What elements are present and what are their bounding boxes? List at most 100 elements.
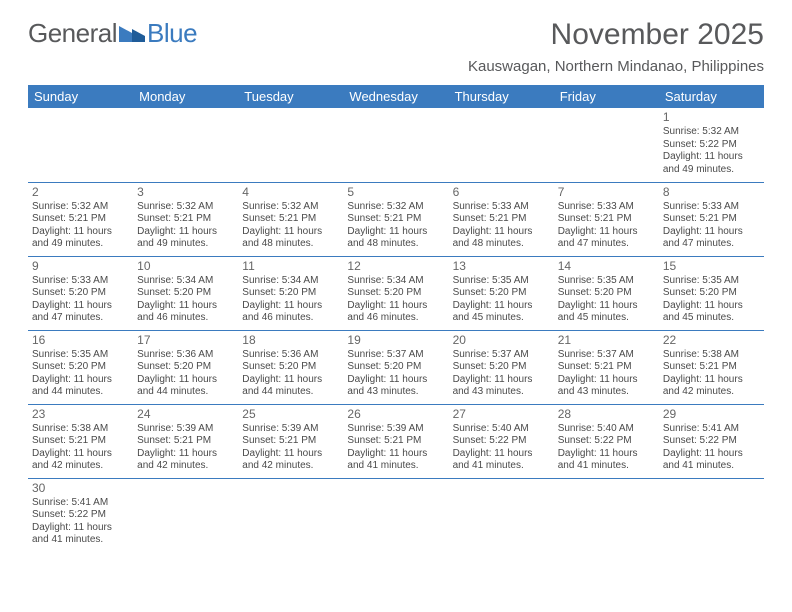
daylight-line: Daylight: 11 hours and 41 minutes.	[663, 448, 760, 473]
day-info: Sunrise: 5:34 AMSunset: 5:20 PMDaylight:…	[347, 275, 444, 325]
day-info: Sunrise: 5:37 AMSunset: 5:20 PMDaylight:…	[453, 349, 550, 399]
sunrise-line: Sunrise: 5:32 AM	[32, 201, 129, 214]
sunset-line: Sunset: 5:20 PM	[242, 361, 339, 374]
daylight-line: Daylight: 11 hours and 47 minutes.	[558, 226, 655, 251]
sunset-line: Sunset: 5:21 PM	[242, 435, 339, 448]
calendar-cell: 11Sunrise: 5:34 AMSunset: 5:20 PMDayligh…	[238, 256, 343, 330]
sunrise-line: Sunrise: 5:35 AM	[558, 275, 655, 288]
day-info: Sunrise: 5:41 AMSunset: 5:22 PMDaylight:…	[32, 497, 129, 547]
day-number: 1	[663, 110, 760, 125]
day-info: Sunrise: 5:37 AMSunset: 5:21 PMDaylight:…	[558, 349, 655, 399]
day-info: Sunrise: 5:38 AMSunset: 5:21 PMDaylight:…	[663, 349, 760, 399]
sunset-line: Sunset: 5:20 PM	[242, 287, 339, 300]
daylight-line: Daylight: 11 hours and 41 minutes.	[453, 448, 550, 473]
day-number: 4	[242, 185, 339, 200]
day-number: 8	[663, 185, 760, 200]
calendar-cell: 28Sunrise: 5:40 AMSunset: 5:22 PMDayligh…	[554, 404, 659, 478]
sunset-line: Sunset: 5:21 PM	[663, 361, 760, 374]
daylight-line: Daylight: 11 hours and 44 minutes.	[137, 374, 234, 399]
day-number: 5	[347, 185, 444, 200]
daylight-line: Daylight: 11 hours and 45 minutes.	[663, 300, 760, 325]
calendar-cell-empty	[28, 108, 133, 182]
calendar-cell: 13Sunrise: 5:35 AMSunset: 5:20 PMDayligh…	[449, 256, 554, 330]
calendar-cell-empty	[238, 478, 343, 552]
sunset-line: Sunset: 5:22 PM	[558, 435, 655, 448]
sunrise-line: Sunrise: 5:32 AM	[137, 201, 234, 214]
daylight-line: Daylight: 11 hours and 42 minutes.	[663, 374, 760, 399]
daylight-line: Daylight: 11 hours and 45 minutes.	[453, 300, 550, 325]
calendar-cell-empty	[343, 478, 448, 552]
calendar-cell: 10Sunrise: 5:34 AMSunset: 5:20 PMDayligh…	[133, 256, 238, 330]
sunset-line: Sunset: 5:21 PM	[347, 213, 444, 226]
day-info: Sunrise: 5:35 AMSunset: 5:20 PMDaylight:…	[558, 275, 655, 325]
day-info: Sunrise: 5:32 AMSunset: 5:21 PMDaylight:…	[32, 201, 129, 251]
sunset-line: Sunset: 5:22 PM	[32, 509, 129, 522]
sunset-line: Sunset: 5:20 PM	[558, 287, 655, 300]
sunrise-line: Sunrise: 5:33 AM	[453, 201, 550, 214]
calendar-header-row: SundayMondayTuesdayWednesdayThursdayFrid…	[28, 85, 764, 108]
calendar-cell: 3Sunrise: 5:32 AMSunset: 5:21 PMDaylight…	[133, 182, 238, 256]
day-info: Sunrise: 5:32 AMSunset: 5:21 PMDaylight:…	[347, 201, 444, 251]
sunrise-line: Sunrise: 5:33 AM	[32, 275, 129, 288]
daylight-line: Daylight: 11 hours and 48 minutes.	[453, 226, 550, 251]
daylight-line: Daylight: 11 hours and 46 minutes.	[137, 300, 234, 325]
daylight-line: Daylight: 11 hours and 44 minutes.	[242, 374, 339, 399]
calendar-cell: 5Sunrise: 5:32 AMSunset: 5:21 PMDaylight…	[343, 182, 448, 256]
sunrise-line: Sunrise: 5:32 AM	[242, 201, 339, 214]
calendar-cell: 14Sunrise: 5:35 AMSunset: 5:20 PMDayligh…	[554, 256, 659, 330]
day-number: 2	[32, 185, 129, 200]
sunset-line: Sunset: 5:20 PM	[347, 361, 444, 374]
calendar-cell: 18Sunrise: 5:36 AMSunset: 5:20 PMDayligh…	[238, 330, 343, 404]
day-info: Sunrise: 5:32 AMSunset: 5:21 PMDaylight:…	[242, 201, 339, 251]
sunset-line: Sunset: 5:21 PM	[137, 435, 234, 448]
day-info: Sunrise: 5:39 AMSunset: 5:21 PMDaylight:…	[347, 423, 444, 473]
calendar-cell: 20Sunrise: 5:37 AMSunset: 5:20 PMDayligh…	[449, 330, 554, 404]
daylight-line: Daylight: 11 hours and 46 minutes.	[242, 300, 339, 325]
day-number: 19	[347, 333, 444, 348]
calendar-cell: 15Sunrise: 5:35 AMSunset: 5:20 PMDayligh…	[659, 256, 764, 330]
calendar-cell-empty	[238, 108, 343, 182]
calendar-cell-empty	[554, 108, 659, 182]
daylight-line: Daylight: 11 hours and 46 minutes.	[347, 300, 444, 325]
day-info: Sunrise: 5:33 AMSunset: 5:20 PMDaylight:…	[32, 275, 129, 325]
day-number: 9	[32, 259, 129, 274]
calendar-cell: 19Sunrise: 5:37 AMSunset: 5:20 PMDayligh…	[343, 330, 448, 404]
sunrise-line: Sunrise: 5:39 AM	[347, 423, 444, 436]
sunset-line: Sunset: 5:20 PM	[453, 287, 550, 300]
sunset-line: Sunset: 5:21 PM	[32, 213, 129, 226]
brand-blue: Blue	[147, 18, 197, 49]
daylight-line: Daylight: 11 hours and 47 minutes.	[32, 300, 129, 325]
day-number: 24	[137, 407, 234, 422]
sunrise-line: Sunrise: 5:35 AM	[663, 275, 760, 288]
weekday-header: Thursday	[449, 85, 554, 108]
calendar-cell: 23Sunrise: 5:38 AMSunset: 5:21 PMDayligh…	[28, 404, 133, 478]
daylight-line: Daylight: 11 hours and 42 minutes.	[32, 448, 129, 473]
day-info: Sunrise: 5:41 AMSunset: 5:22 PMDaylight:…	[663, 423, 760, 473]
sunset-line: Sunset: 5:20 PM	[32, 361, 129, 374]
daylight-line: Daylight: 11 hours and 44 minutes.	[32, 374, 129, 399]
sunset-line: Sunset: 5:22 PM	[663, 435, 760, 448]
day-number: 16	[32, 333, 129, 348]
daylight-line: Daylight: 11 hours and 41 minutes.	[347, 448, 444, 473]
calendar-cell: 4Sunrise: 5:32 AMSunset: 5:21 PMDaylight…	[238, 182, 343, 256]
sunrise-line: Sunrise: 5:37 AM	[558, 349, 655, 362]
sunrise-line: Sunrise: 5:35 AM	[32, 349, 129, 362]
brand-general: General	[28, 18, 117, 49]
day-number: 6	[453, 185, 550, 200]
day-number: 25	[242, 407, 339, 422]
day-number: 30	[32, 481, 129, 496]
daylight-line: Daylight: 11 hours and 41 minutes.	[32, 522, 129, 547]
header: General Blue November 2025 Kauswagan, No…	[28, 18, 764, 75]
day-number: 20	[453, 333, 550, 348]
sunset-line: Sunset: 5:20 PM	[347, 287, 444, 300]
sunrise-line: Sunrise: 5:32 AM	[347, 201, 444, 214]
day-info: Sunrise: 5:32 AMSunset: 5:22 PMDaylight:…	[663, 126, 760, 176]
calendar-cell: 9Sunrise: 5:33 AMSunset: 5:20 PMDaylight…	[28, 256, 133, 330]
daylight-line: Daylight: 11 hours and 49 minutes.	[32, 226, 129, 251]
daylight-line: Daylight: 11 hours and 48 minutes.	[347, 226, 444, 251]
sunrise-line: Sunrise: 5:38 AM	[663, 349, 760, 362]
weekday-header: Friday	[554, 85, 659, 108]
sunrise-line: Sunrise: 5:35 AM	[453, 275, 550, 288]
sunset-line: Sunset: 5:21 PM	[558, 213, 655, 226]
day-number: 13	[453, 259, 550, 274]
